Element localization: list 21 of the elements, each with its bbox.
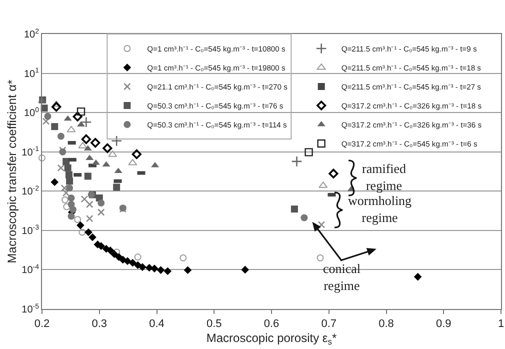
x-tick-label: 0.7 [321,318,337,330]
x-tick-label: 0.9 [436,318,452,330]
x-tick-label: 0.3 [92,318,108,330]
y-tick-label: 10$^{-3}$ [22,224,40,237]
y-axis-title: Macroscopic transfer coefficient α* [4,79,19,264]
x-tick-label: 0.4 [149,318,164,330]
x-tick-label: 0.8 [378,318,394,330]
y-tick-label: 10$^{0}$ [24,106,40,120]
x-axis-title: Macroscopic porosity ε$_{s}$* [206,331,337,347]
y-tick-label: 10$^{-1}$ [22,146,40,158]
y-tick-label: 10$^{-5}$ [22,303,40,316]
annotation: wormholing regime [348,193,412,225]
x-tick-label: 0.6 [264,318,280,330]
x-tick-label: 1 [498,318,504,330]
y-tick-label: 10$^{-4}$ [22,264,40,276]
annotation: conical regime [323,261,361,293]
y-tick-label: 10$^{1}$ [24,68,40,80]
y-tick-label: 10$^{-2}$ [22,185,40,198]
x-tick-label: 0.2 [34,318,50,330]
y-tick-label: 10$^{2}$ [24,28,40,40]
x-tick-label: 0.5 [206,318,222,330]
